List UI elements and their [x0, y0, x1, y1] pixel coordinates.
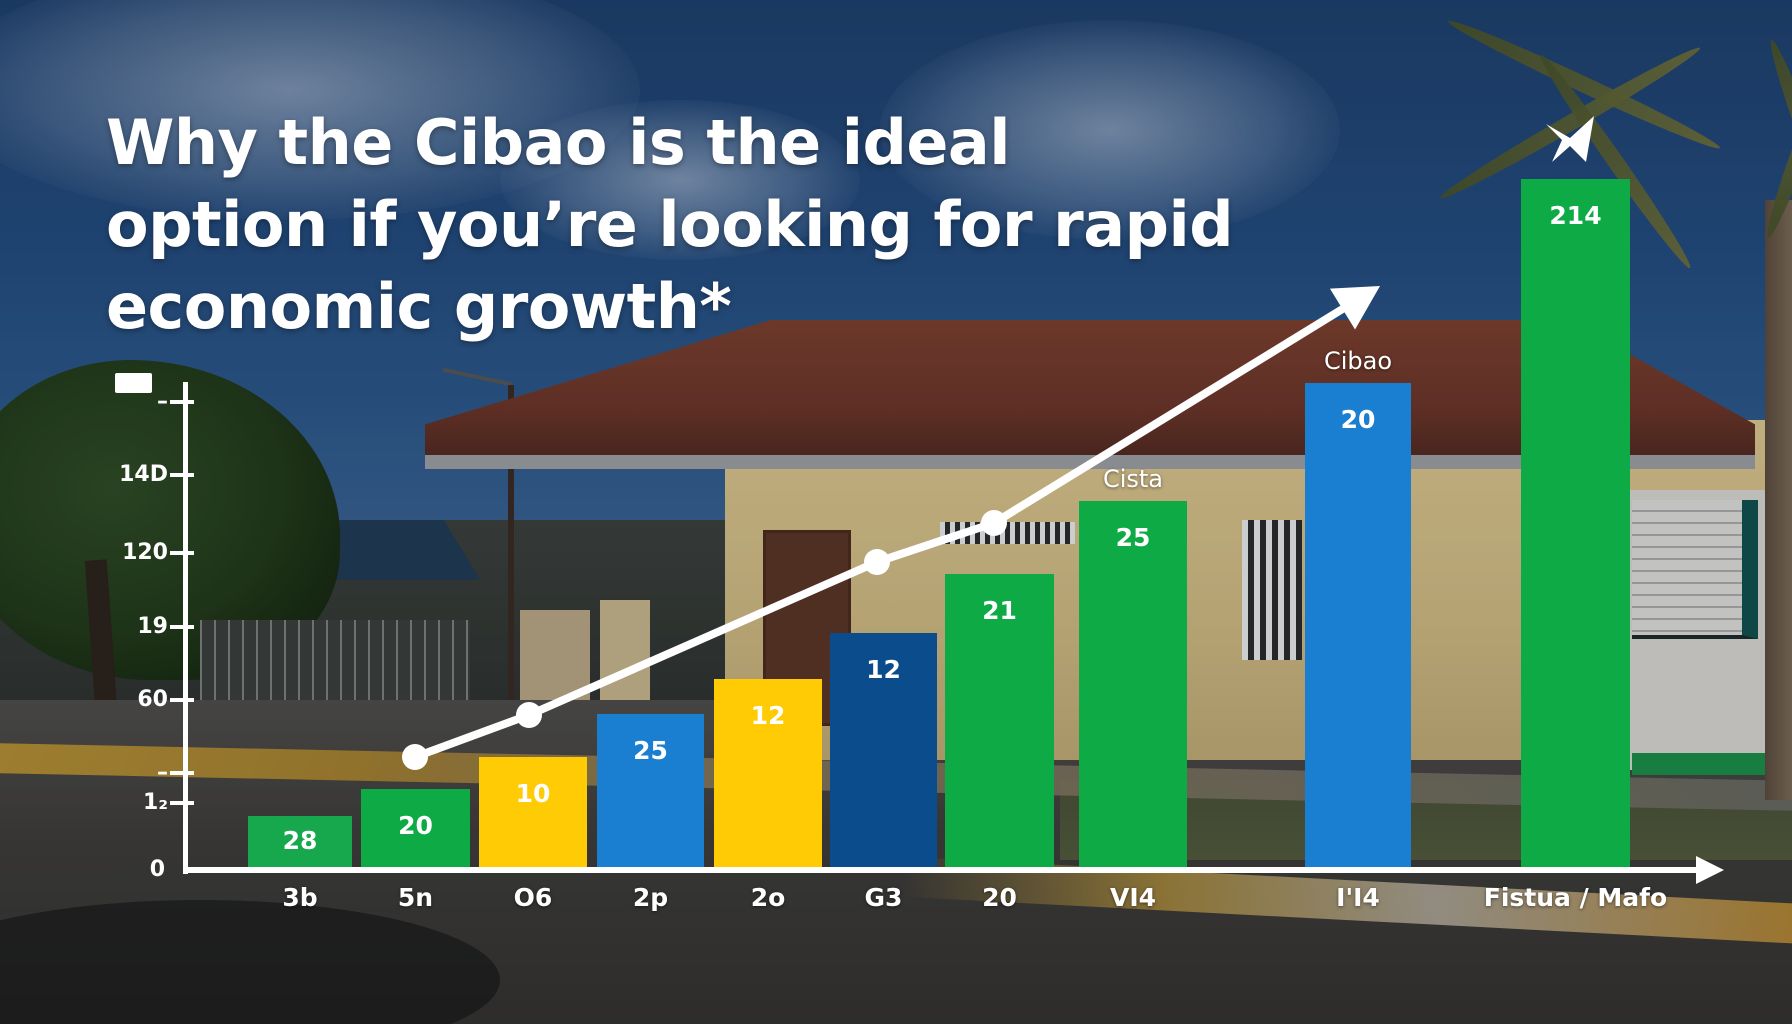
bar: 25: [597, 714, 704, 868]
cloud: [880, 20, 1340, 240]
trend-marker: [516, 702, 542, 728]
bar: 21: [945, 574, 1054, 868]
cloud: [500, 100, 860, 260]
y-tick: [170, 625, 194, 629]
bar: 12: [830, 633, 937, 868]
bar: 12: [714, 679, 822, 868]
y-tick: [170, 698, 194, 702]
y-tick-label: 120: [122, 540, 168, 565]
bar-annotation: Cibao: [1323, 347, 1393, 375]
arrowhead-icon: [1329, 286, 1380, 330]
fence: [200, 620, 470, 710]
star-icon: [1546, 116, 1594, 162]
bar: 10: [479, 757, 587, 868]
neighbor-shutter: [1632, 500, 1758, 639]
bar: 214: [1521, 179, 1630, 868]
bar-value-label: 12: [750, 701, 786, 730]
x-axis: [183, 867, 1703, 873]
streetlamp: [508, 385, 514, 715]
house-window: [1242, 520, 1302, 660]
trend-marker: [981, 510, 1007, 536]
bar-value-label: 25: [1115, 523, 1151, 552]
y-tick: [170, 551, 194, 555]
bar: 25: [1079, 501, 1187, 868]
chart-title: Why the Cibao is the ideal option if you…: [106, 102, 1306, 348]
bar: 28: [248, 816, 352, 868]
trend-line: [411, 305, 1347, 761]
bar: 20: [1305, 383, 1411, 868]
bar-annotation: Cista: [1102, 465, 1164, 493]
x-tick-label: I'I4: [1336, 883, 1380, 912]
bar-value-label: 12: [866, 655, 901, 684]
x-tick-label: 2o: [750, 883, 786, 912]
y-tick-label: 60: [137, 687, 168, 712]
bar-value-label: 25: [633, 736, 668, 765]
bar-value-label: 214: [1549, 201, 1602, 230]
x-tick-label: VI4: [1109, 883, 1157, 912]
y-tick-label: –: [157, 760, 168, 785]
bar-value-label: 10: [515, 779, 551, 808]
x-tick-label: O6: [513, 883, 553, 912]
x-tick-label: Fistua / Mafo: [1483, 883, 1668, 912]
title-line-2: option if you’re looking for rapid: [106, 188, 1234, 261]
legend-swatch: [115, 373, 152, 393]
y-tick-label: 19: [137, 614, 168, 639]
bar-value-label: 20: [1340, 405, 1376, 434]
trend-markers: [402, 510, 1007, 770]
title-line-1: Why the Cibao is the ideal: [106, 106, 1011, 179]
x-tick-label: 5n: [397, 883, 434, 912]
title-line-3: economic growth*: [106, 270, 732, 343]
y-tick-label: –: [157, 389, 168, 414]
x-tick-label: 20: [982, 883, 1017, 912]
y-tick: [170, 400, 194, 404]
bar-value-label: 20: [398, 811, 433, 840]
trend-marker: [864, 549, 890, 575]
bar: 20: [361, 789, 470, 868]
y-tick: [170, 771, 194, 775]
y-tick-label: 1₂: [143, 790, 168, 815]
trend-marker: [402, 744, 428, 770]
bar-value-label: 28: [282, 826, 318, 855]
y-tick-label: 0: [149, 857, 165, 882]
y-tick: [170, 473, 194, 477]
y-tick: [170, 801, 194, 805]
bar-value-label: 21: [982, 596, 1017, 625]
x-tick-label: 2p: [632, 883, 669, 912]
palm-trunk: [1765, 200, 1792, 800]
x-tick-label: 3b: [282, 883, 318, 912]
neighbor-stripe: [1632, 753, 1792, 775]
y-tick-label: 14D: [119, 462, 168, 487]
x-axis-arrow-icon: [1696, 856, 1724, 884]
x-tick-label: G3: [864, 883, 903, 912]
